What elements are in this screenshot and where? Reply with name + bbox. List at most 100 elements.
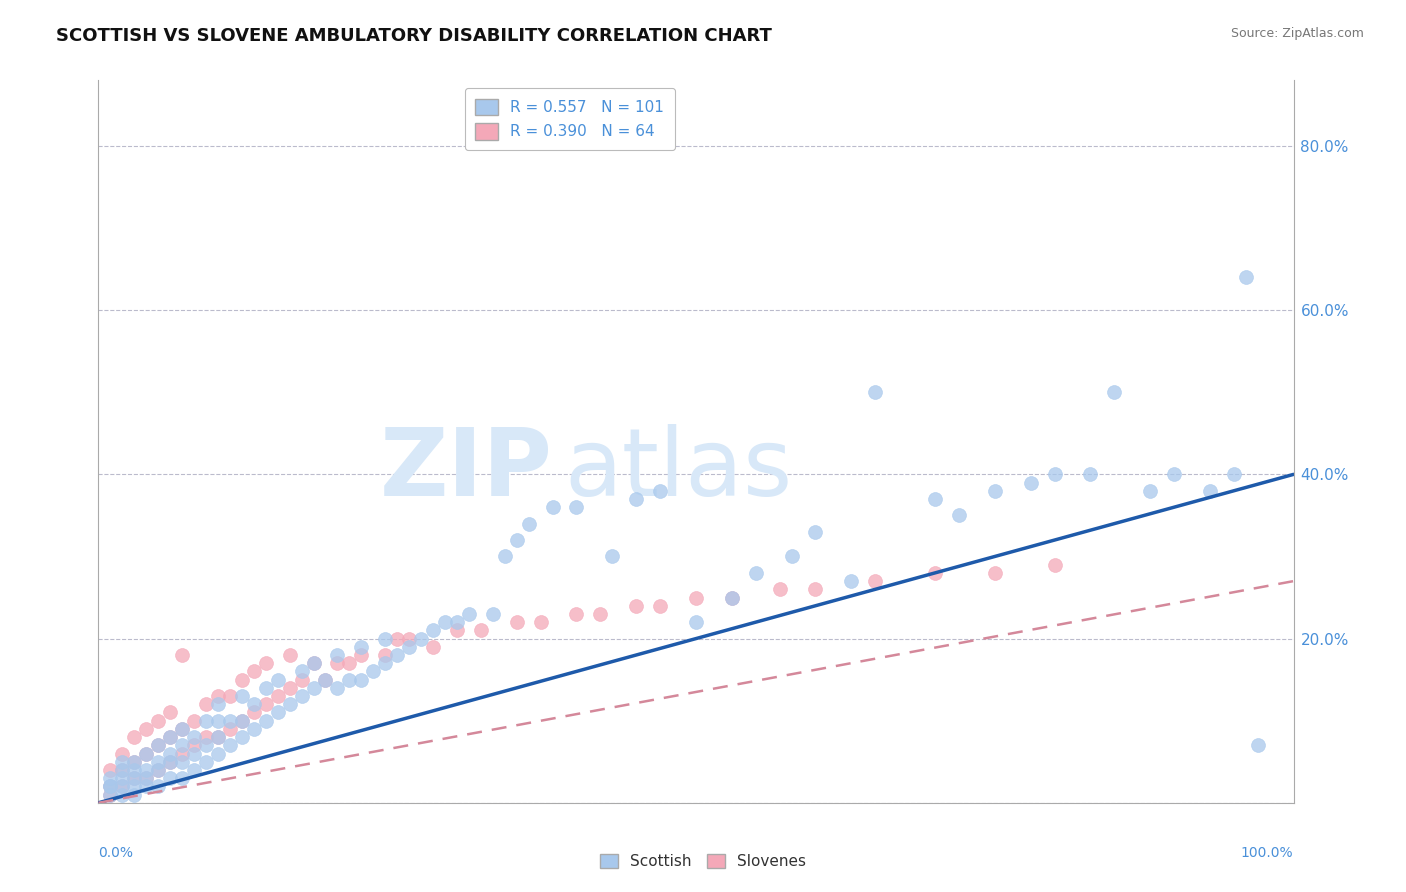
Point bbox=[1019, 475, 1042, 490]
Point bbox=[470, 624, 492, 638]
Point bbox=[243, 706, 266, 720]
Point bbox=[231, 714, 253, 728]
Point bbox=[434, 615, 457, 630]
Point bbox=[172, 755, 194, 769]
Point bbox=[231, 730, 253, 744]
Point bbox=[207, 730, 229, 744]
Point bbox=[924, 491, 946, 506]
Text: 100.0%: 100.0% bbox=[1241, 847, 1294, 860]
Point bbox=[183, 747, 205, 761]
Point bbox=[219, 714, 242, 728]
Point bbox=[124, 763, 146, 777]
Point bbox=[172, 771, 194, 785]
Point bbox=[148, 755, 170, 769]
Point bbox=[1043, 558, 1066, 572]
Point bbox=[350, 648, 373, 662]
Point bbox=[98, 780, 122, 794]
Point bbox=[124, 755, 146, 769]
Point bbox=[254, 714, 277, 728]
Point bbox=[111, 788, 134, 802]
Point bbox=[219, 739, 242, 753]
Point bbox=[745, 566, 768, 580]
Point bbox=[135, 780, 157, 794]
Point bbox=[159, 755, 181, 769]
Point bbox=[565, 607, 588, 621]
Point bbox=[602, 549, 624, 564]
Point bbox=[111, 763, 134, 777]
Point bbox=[267, 706, 290, 720]
Point bbox=[1163, 467, 1185, 482]
Point bbox=[326, 648, 349, 662]
Point bbox=[243, 698, 266, 712]
Point bbox=[1247, 739, 1270, 753]
Point bbox=[589, 607, 612, 621]
Point bbox=[278, 681, 301, 695]
Point bbox=[804, 582, 827, 597]
Point bbox=[1223, 467, 1246, 482]
Point bbox=[948, 508, 970, 523]
Point bbox=[291, 689, 314, 703]
Point bbox=[148, 763, 170, 777]
Point bbox=[207, 730, 229, 744]
Point bbox=[1199, 483, 1222, 498]
Point bbox=[363, 665, 385, 679]
Point bbox=[685, 591, 707, 605]
Point bbox=[135, 747, 157, 761]
Point bbox=[135, 763, 157, 777]
Point bbox=[243, 722, 266, 736]
Point bbox=[865, 385, 887, 400]
Point bbox=[267, 673, 290, 687]
Point bbox=[159, 706, 181, 720]
Point bbox=[111, 771, 134, 785]
Point bbox=[124, 788, 146, 802]
Text: atlas: atlas bbox=[565, 425, 793, 516]
Point bbox=[124, 771, 146, 785]
Point bbox=[124, 780, 146, 794]
Point bbox=[231, 714, 253, 728]
Point bbox=[865, 574, 887, 588]
Point bbox=[254, 657, 277, 671]
Point bbox=[530, 615, 553, 630]
Legend: R = 0.557   N = 101, R = 0.390   N = 64: R = 0.557 N = 101, R = 0.390 N = 64 bbox=[464, 88, 675, 150]
Point bbox=[302, 657, 325, 671]
Point bbox=[481, 607, 505, 621]
Point bbox=[159, 747, 181, 761]
Point bbox=[159, 730, 181, 744]
Point bbox=[172, 747, 194, 761]
Point bbox=[350, 640, 373, 654]
Point bbox=[124, 755, 146, 769]
Point bbox=[195, 739, 218, 753]
Point bbox=[219, 689, 242, 703]
Point bbox=[326, 657, 349, 671]
Point bbox=[374, 648, 396, 662]
Point bbox=[148, 763, 170, 777]
Text: ZIP: ZIP bbox=[380, 425, 553, 516]
Point bbox=[541, 500, 564, 515]
Point bbox=[135, 722, 157, 736]
Point bbox=[183, 739, 205, 753]
Text: 0.0%: 0.0% bbox=[98, 847, 134, 860]
Point bbox=[172, 722, 194, 736]
Point bbox=[422, 640, 444, 654]
Point bbox=[291, 665, 314, 679]
Point bbox=[98, 771, 122, 785]
Point bbox=[841, 574, 863, 588]
Point bbox=[626, 491, 648, 506]
Point bbox=[385, 648, 409, 662]
Point bbox=[231, 689, 253, 703]
Point bbox=[804, 524, 827, 539]
Text: SCOTTISH VS SLOVENE AMBULATORY DISABILITY CORRELATION CHART: SCOTTISH VS SLOVENE AMBULATORY DISABILIT… bbox=[56, 27, 772, 45]
Point bbox=[326, 681, 349, 695]
Point bbox=[111, 780, 134, 794]
Point bbox=[267, 689, 290, 703]
Point bbox=[172, 722, 194, 736]
Point bbox=[207, 698, 229, 712]
Point bbox=[98, 780, 122, 794]
Point bbox=[254, 681, 277, 695]
Point bbox=[195, 714, 218, 728]
Point bbox=[446, 615, 468, 630]
Point bbox=[517, 516, 540, 531]
Point bbox=[135, 747, 157, 761]
Point bbox=[924, 566, 946, 580]
Point bbox=[183, 730, 205, 744]
